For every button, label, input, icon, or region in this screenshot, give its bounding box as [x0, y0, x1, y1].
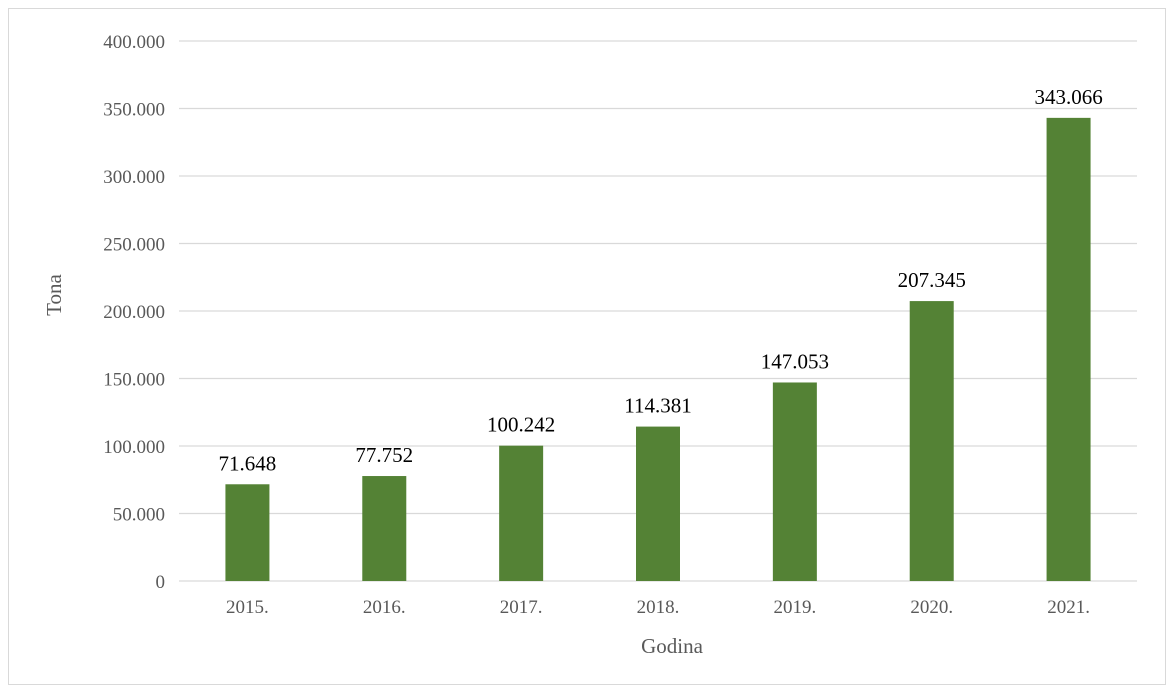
- bar: [225, 484, 270, 581]
- bar: [636, 426, 680, 581]
- bar: [499, 445, 544, 581]
- x-axis-title: Godina: [641, 634, 704, 658]
- bar: [362, 476, 407, 581]
- x-tick-label: 2019.: [773, 597, 816, 618]
- bar-data-label: 147.053: [761, 349, 829, 373]
- bar-data-label: 71.648: [219, 451, 277, 475]
- y-tick-label: 200.000: [103, 302, 165, 323]
- y-axis-ticks: 0 50.000 100.000 150.000 200.000 250.000 300.0…: [103, 32, 165, 593]
- data-labels: 71.648 77.752 100.242 114.381 147.053 207.345…: [219, 85, 1103, 475]
- x-tick-label: 2016.: [363, 597, 406, 618]
- y-tick-label: 400.000: [103, 32, 165, 53]
- bar-data-label: 207.345: [898, 268, 966, 292]
- y-tick-label: 250.000: [103, 235, 165, 256]
- chart-container: 0 50.000 100.000 150.000 200.000 250.000 300.0…: [8, 8, 1166, 685]
- bar-data-label: 343.066: [1034, 85, 1102, 109]
- y-axis-title: Tona: [42, 273, 66, 315]
- bar: [772, 382, 817, 581]
- gridlines: [179, 40, 1137, 582]
- y-tick-label: 150.000: [103, 370, 165, 391]
- bar: [909, 301, 954, 581]
- x-tick-label: 2017.: [500, 597, 543, 618]
- y-tick-label: 300.000: [103, 167, 165, 188]
- bars: [225, 117, 1091, 581]
- x-tick-label: 2015.: [226, 597, 269, 618]
- bar-data-label: 77.752: [355, 443, 413, 467]
- y-tick-label: 350.000: [103, 100, 165, 121]
- y-tick-label: 100.000: [103, 437, 165, 458]
- x-tick-label: 2018.: [637, 597, 680, 618]
- x-tick-label: 2020.: [910, 597, 953, 618]
- bar: [1046, 117, 1091, 581]
- bar-chart: 0 50.000 100.000 150.000 200.000 250.000 300.0…: [42, 32, 1137, 658]
- y-tick-label: 50.000: [113, 505, 165, 526]
- x-axis-ticks: 2015. 2016. 2017. 2018. 2019. 2020. 2021.: [226, 597, 1090, 618]
- bar-data-label: 114.381: [624, 394, 691, 418]
- x-tick-label: 2021.: [1047, 597, 1090, 618]
- bar-data-label: 100.242: [487, 413, 555, 437]
- y-tick-label: 0: [156, 572, 166, 593]
